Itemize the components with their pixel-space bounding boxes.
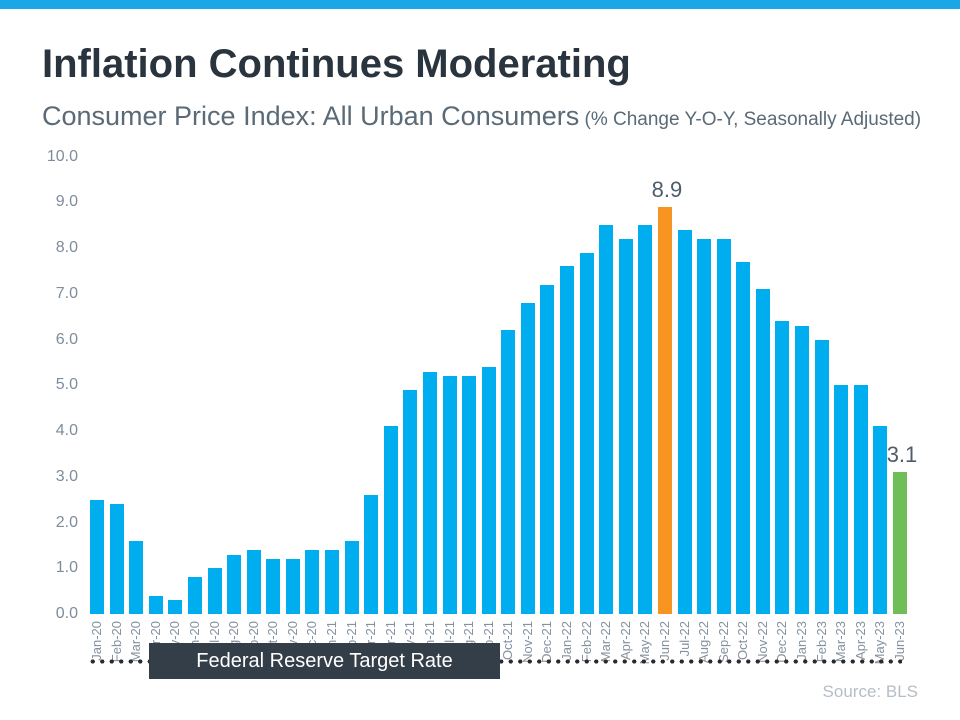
subtitle-main: Consumer Price Index: All Urban Consumer… xyxy=(42,101,580,131)
bar-May-20 xyxy=(168,600,183,614)
bar-Aug-21 xyxy=(462,376,477,614)
fed-target-label: Federal Reserve Target Rate xyxy=(196,649,453,672)
x-axis-tick-label: Jan-23 xyxy=(794,621,810,661)
y-axis-tick-label: 3.0 xyxy=(55,467,78,485)
x-axis-tick-label: Nov-22 xyxy=(754,621,770,663)
y-axis-tick-label: 6.0 xyxy=(55,330,78,348)
bar-Jan-20 xyxy=(90,499,104,614)
bar-Jun-23 xyxy=(892,472,907,614)
bar-Jan-22 xyxy=(560,266,575,614)
y-axis-tick-label: 0.0 xyxy=(55,605,78,622)
bar-Jan-23 xyxy=(795,325,810,614)
top-accent-banner xyxy=(0,0,960,9)
bar-Dec-20 xyxy=(305,549,320,614)
x-axis-tick-label: Apr-23 xyxy=(852,621,868,661)
x-axis-tick-label: May-23 xyxy=(872,621,888,665)
bar-May-23 xyxy=(873,426,888,614)
x-axis-tick-label: Mar-22 xyxy=(598,621,614,663)
bar-Nov-21 xyxy=(520,302,535,614)
bar-Feb-22 xyxy=(579,252,594,614)
bar-Aug-22 xyxy=(697,238,712,614)
bar-Mar-21 xyxy=(364,495,379,614)
bar-Sep-22 xyxy=(716,238,731,614)
x-axis-tick-label: Jan-22 xyxy=(559,621,575,661)
x-axis-tick-label: Jul-22 xyxy=(676,621,692,657)
bar-Sep-20 xyxy=(246,549,261,614)
y-axis-tick-label: 7.0 xyxy=(55,284,78,302)
bar-Mar-23 xyxy=(834,385,849,614)
subtitle-note: (% Change Y-O-Y, Seasonally Adjusted) xyxy=(579,109,922,130)
bar-Nov-22 xyxy=(755,289,770,614)
bar-Mar-22 xyxy=(599,225,614,614)
bar-Apr-23 xyxy=(853,385,868,614)
x-axis-tick-label: Feb-23 xyxy=(813,621,829,663)
bar-Jun-20 xyxy=(187,577,202,614)
x-axis-tick-label: Sep-22 xyxy=(715,621,731,663)
x-axis-tick-label: Aug-22 xyxy=(696,621,712,663)
bar-Feb-20 xyxy=(109,504,124,614)
x-axis-tick-label: Jun-23 xyxy=(891,621,907,661)
bar-Oct-20 xyxy=(266,559,281,614)
x-axis-tick-label: Dec-22 xyxy=(774,621,790,663)
x-axis-tick-label: Jan-20 xyxy=(89,621,104,661)
y-axis-tick-label: 8.0 xyxy=(55,239,78,256)
bar-Jul-20 xyxy=(207,568,222,614)
page-title: Inflation Continues Moderating xyxy=(42,42,631,86)
bar-Feb-21 xyxy=(344,540,359,614)
bar-Apr-21 xyxy=(383,426,398,614)
bar-Jan-21 xyxy=(325,549,340,614)
x-axis-tick-label: Feb-20 xyxy=(108,621,124,663)
bar-Dec-22 xyxy=(775,321,790,614)
x-axis-tick-label: Nov-21 xyxy=(519,621,535,663)
x-axis-tick-label: Mar-23 xyxy=(833,621,849,663)
source-note: Source: BLS xyxy=(822,682,918,701)
y-axis-tick-label: 4.0 xyxy=(55,422,78,439)
bar-Nov-20 xyxy=(285,559,300,614)
bar-Dec-21 xyxy=(540,284,555,614)
y-axis-tick-label: 9.0 xyxy=(55,193,78,211)
bar-Jul-21 xyxy=(442,376,457,614)
bar-Feb-23 xyxy=(814,339,829,614)
bar-Mar-20 xyxy=(129,540,144,614)
x-axis-tick-label: Dec-21 xyxy=(539,621,555,663)
x-axis-tick-label: Oct-22 xyxy=(735,621,751,661)
bar-chart: Federal Reserve Target Rate 10.0 9.0 8.0 7.… xyxy=(0,140,960,700)
chart-subtitle: Consumer Price Index: All Urban Consumer… xyxy=(42,101,921,132)
x-axis-tick-label: Apr-22 xyxy=(617,621,633,661)
x-axis-tick-label: May-22 xyxy=(637,621,653,665)
bar-value-label-Jun-22: 8.9 xyxy=(651,176,683,202)
y-axis-tick-label: 10.0 xyxy=(46,147,78,165)
x-axis-tick-label: Mar-20 xyxy=(128,621,144,663)
bar-Apr-20 xyxy=(148,595,163,614)
bar-Jun-22 xyxy=(657,206,672,614)
y-axis-tick-label: 2.0 xyxy=(55,513,78,531)
bar-Oct-21 xyxy=(501,330,516,614)
bar-Oct-22 xyxy=(736,261,751,614)
x-axis-tick-label: Oct-21 xyxy=(500,621,516,661)
bar-Jul-22 xyxy=(677,229,692,614)
bar-Apr-22 xyxy=(618,238,633,614)
x-axis-tick-label: Feb-22 xyxy=(578,621,594,663)
bar-May-21 xyxy=(403,389,418,614)
bar-Aug-20 xyxy=(227,554,242,614)
x-axis-tick-label: Jun-22 xyxy=(656,621,672,661)
bar-value-label-Jun-23: 3.1 xyxy=(886,442,918,468)
y-axis-tick-label: 1.0 xyxy=(55,559,78,577)
bar-Jun-21 xyxy=(422,371,437,614)
fed-target-label-box: Federal Reserve Target Rate xyxy=(149,643,500,679)
bar-Sep-21 xyxy=(481,366,496,614)
bar-May-22 xyxy=(638,225,653,614)
y-axis-tick-label: 5.0 xyxy=(55,376,78,394)
